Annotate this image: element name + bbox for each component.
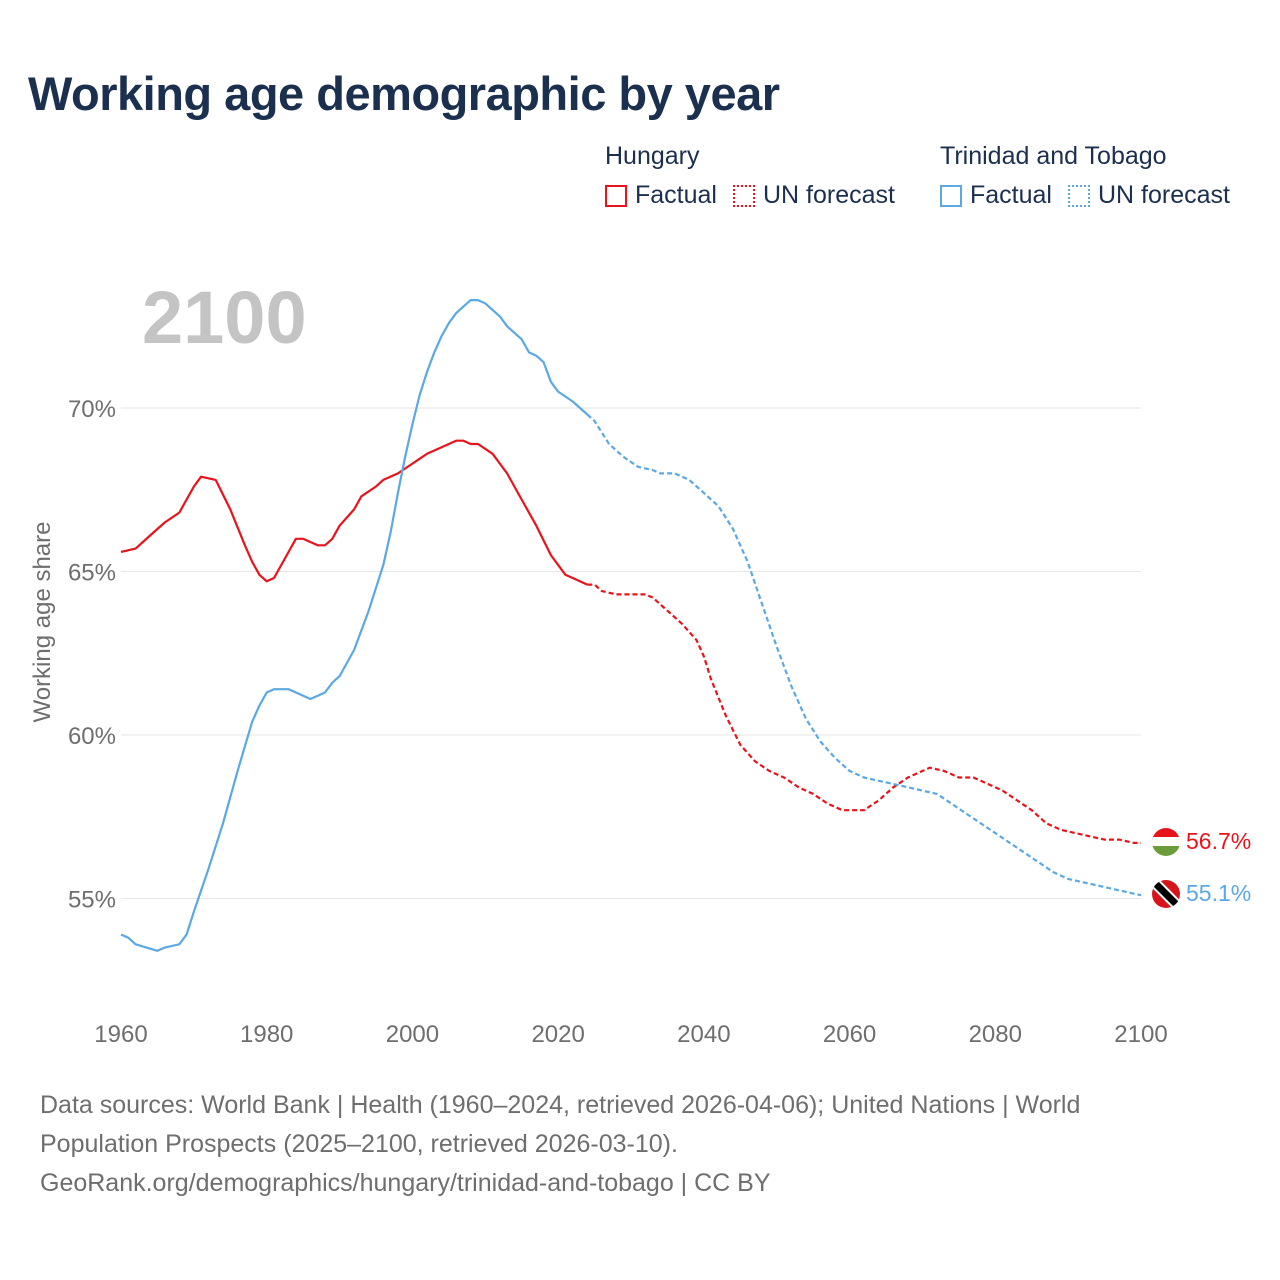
trinidad-forecast-line	[586, 413, 1142, 897]
trinidad-end-value: 55.1%	[1186, 880, 1251, 906]
hungary-factual-line	[120, 439, 588, 586]
y-tick-label: 55%	[68, 887, 116, 914]
x-tick-label: 2100	[1114, 1021, 1167, 1048]
y-tick-label: 60%	[68, 723, 116, 750]
forecast-swatch-icon	[1067, 184, 1090, 207]
y-tick-label: 70%	[68, 396, 116, 423]
forecast-swatch-icon	[732, 184, 755, 207]
legend-label: UN forecast	[762, 181, 895, 209]
x-tick-label: 2040	[677, 1021, 730, 1048]
hungary-flag-icon	[1152, 828, 1180, 856]
line-chart: 2100 55% 60% 65% 70% 1960 1980 2000 2020 2040 20…	[29, 276, 1251, 1048]
chart-title: Working age demographic by year	[28, 67, 780, 120]
x-tick-label: 2020	[531, 1021, 584, 1048]
legend-hungary-factual[interactable]: Factual	[605, 181, 717, 210]
factual-swatch-icon	[605, 184, 627, 207]
x-tick-label: 2080	[969, 1021, 1022, 1048]
x-tick-label: 2000	[386, 1021, 439, 1048]
legend-label: Factual	[635, 181, 717, 209]
footer-link[interactable]: GeoRank.org/demographics/hungary/trinida…	[40, 1169, 771, 1197]
legend-country-name: Hungary	[605, 142, 700, 170]
legend-hungary: Hungary Factual UN forecast	[605, 142, 911, 210]
legend-trinidad-forecast[interactable]: UN forecast	[1067, 181, 1230, 210]
hungary-forecast-line	[587, 583, 1141, 845]
hungary-end-value: 56.7%	[1186, 828, 1251, 854]
x-tick-label: 1960	[94, 1021, 147, 1048]
legend-label: UN forecast	[1097, 181, 1230, 209]
legend-country-name: Trinidad and Tobago	[940, 142, 1167, 170]
legend-label: Factual	[970, 181, 1052, 209]
legend-trinidad: Trinidad and Tobago Factual UN forecast	[940, 142, 1246, 210]
x-tick-label: 1980	[240, 1021, 293, 1048]
y-tick-label: 65%	[68, 560, 116, 587]
legend-trinidad-factual[interactable]: Factual	[940, 181, 1052, 210]
factual-swatch-icon	[940, 184, 962, 207]
trinidad-flag-icon	[1152, 880, 1180, 908]
footer-sources: Data sources: World Bank | Health (1960–…	[40, 1086, 1200, 1203]
footer-line: Data sources: World Bank | Health (1960–…	[40, 1091, 1081, 1119]
y-axis-label: Working age share	[29, 522, 56, 723]
x-tick-label: 2060	[823, 1021, 876, 1048]
footer-line: Population Prospects (2025–2100, retriev…	[40, 1130, 678, 1158]
legend-hungary-forecast[interactable]: UN forecast	[732, 181, 895, 210]
big-year-label: 2100	[142, 276, 307, 359]
trinidad-factual-line	[120, 299, 589, 952]
